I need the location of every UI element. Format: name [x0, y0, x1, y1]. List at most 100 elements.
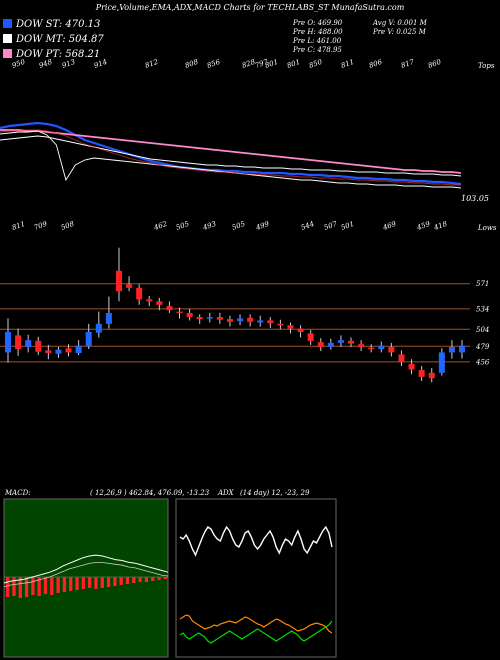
adx-line: [179, 614, 333, 634]
candle-body: [327, 342, 334, 347]
macd-bar: [69, 577, 73, 591]
top-value-label: 914: [93, 58, 108, 70]
candle-body: [267, 320, 274, 324]
low-value-label: 493: [201, 220, 218, 233]
top-value-label: 860: [427, 58, 443, 70]
candle-body: [196, 317, 203, 320]
candle-body: [105, 312, 112, 324]
macd-bar: [37, 577, 41, 596]
candle-body: [287, 325, 294, 329]
candle-body: [368, 347, 375, 350]
legend-label-st: DOW ST: 470.13: [16, 19, 101, 30]
candle-body: [55, 349, 62, 354]
macd-bar: [163, 577, 167, 579]
candle-body: [95, 323, 102, 333]
candle-body: [65, 348, 72, 353]
candle-body: [428, 372, 435, 379]
legend-swatch-st: [3, 19, 12, 28]
low-value-label: 544: [300, 220, 315, 232]
macd-bar: [12, 577, 16, 596]
macd-bar: [6, 577, 10, 597]
candle-body: [408, 363, 415, 370]
candle-body: [75, 345, 82, 354]
stat-prev-low: Pre L: 461.00: [293, 37, 342, 45]
candle-body: [378, 345, 385, 349]
chart-title: Price,Volume,EMA,ADX,MACD Charts for TEC…: [95, 3, 405, 12]
last-value-label: 103.05: [461, 194, 489, 203]
top-value-label: 801: [286, 58, 301, 70]
candle-body: [156, 301, 163, 305]
candle-body: [459, 345, 465, 353]
macd-bar: [62, 577, 67, 592]
stat-prev-close: Pre C: 478.95: [293, 46, 342, 54]
macd-bar: [132, 577, 136, 583]
top-value-label: 817: [400, 58, 416, 70]
low-value-label: 709: [33, 220, 49, 232]
ema-lines: [0, 121, 462, 189]
macd-header: MACD:: [5, 489, 31, 497]
candle-body: [206, 317, 213, 319]
low-value-label: 505: [175, 220, 191, 232]
candle-body: [237, 318, 244, 322]
candle-body: [5, 332, 11, 353]
candle-body: [418, 370, 425, 377]
candle-body: [226, 319, 233, 322]
candle-body: [166, 306, 173, 311]
macd-bar: [157, 577, 161, 580]
top-value-label: 913: [61, 58, 77, 70]
macd-values: ( 12,26,9 ) 462.84, 476.09, -13.23: [90, 489, 210, 497]
macd-bar: [151, 577, 155, 581]
macd-bar: [81, 577, 85, 589]
candle-body: [277, 323, 284, 326]
candle-body: [115, 270, 122, 292]
macd-bar: [88, 577, 92, 588]
price-levels: 571 534 504 479 456: [0, 280, 490, 366]
candle-body: [247, 317, 254, 322]
macd-bar: [18, 577, 22, 598]
candlesticks: [5, 247, 465, 383]
stat-prev-high: Pre H: 488.00: [293, 28, 343, 36]
ema-line: [0, 129, 461, 186]
low-value-label: 501: [340, 220, 355, 232]
low-value-label: 505: [231, 220, 247, 232]
stat-prev-open: Pre O: 469.90: [293, 19, 343, 27]
macd-bar: [119, 577, 123, 585]
candle-body: [136, 287, 143, 300]
candle-body: [257, 320, 264, 323]
price-level-label: 504: [476, 326, 489, 334]
candle-body: [358, 344, 365, 347]
legend-label-pt: DOW PT: 568.21: [16, 49, 101, 60]
macd-signal-line: [3, 562, 169, 588]
macd-bar: [31, 577, 35, 595]
adx-line: [179, 525, 333, 557]
candle-body: [176, 311, 183, 314]
candle-body: [438, 352, 445, 373]
lows-label: Lows: [477, 224, 497, 232]
candle-body: [348, 340, 355, 344]
adx-panel: [175, 498, 337, 658]
top-value-label: 856: [206, 58, 222, 70]
top-value-label: 806: [368, 58, 384, 70]
candle-body: [216, 317, 223, 320]
candle-body: [307, 333, 314, 341]
candle-body: [317, 342, 324, 347]
macd-bar: [100, 577, 104, 588]
legend-swatch-mt: [3, 34, 12, 43]
candle-body: [448, 346, 455, 353]
top-value-label: 950: [11, 58, 27, 70]
legend-dow-pt: DOW PT: 568.21: [3, 49, 100, 60]
legend-label-mt: DOW MT: 504.87: [16, 34, 104, 45]
top-value-label: 811: [340, 58, 355, 70]
candle-body: [297, 328, 304, 332]
low-value-label: 459: [415, 220, 432, 233]
top-value-label: 812: [144, 58, 160, 70]
top-value-label: 948: [38, 58, 54, 70]
low-value-label: 507: [323, 220, 339, 232]
macd-bar: [94, 577, 98, 589]
candle-body: [126, 284, 133, 288]
candle-body: [45, 350, 52, 354]
candle-body: [85, 332, 92, 347]
candle-body: [146, 299, 153, 302]
